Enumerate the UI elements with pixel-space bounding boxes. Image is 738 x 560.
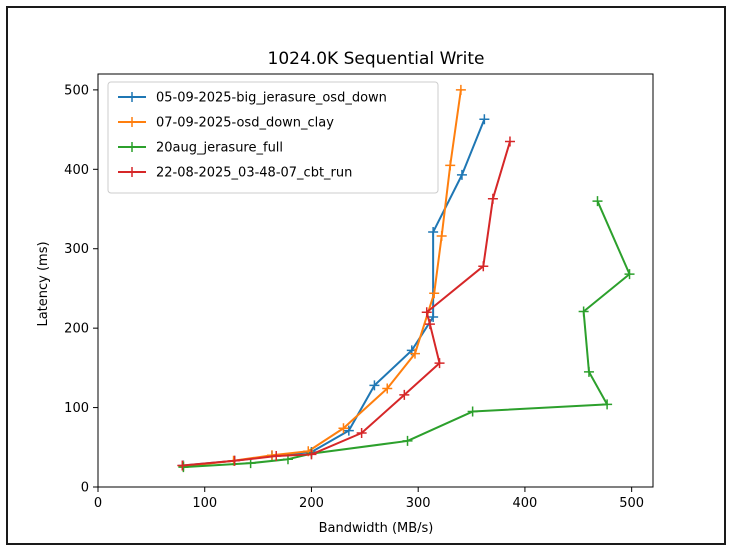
y-tick-label: 200: [64, 322, 89, 337]
data-point-marker: [583, 366, 594, 377]
y-tick-label: 400: [64, 163, 89, 178]
data-point-marker: [479, 114, 490, 125]
legend: 05-09-2025-big_jerasure_osd_down 07-09-20…: [107, 81, 439, 194]
data-point-marker: [356, 427, 367, 438]
plot-frame: [97, 73, 654, 488]
legend-swatch-marker: [127, 92, 137, 102]
data-point-marker: [177, 460, 188, 471]
data-point-marker: [271, 451, 282, 462]
legend-entry-label: 22-08-2025_03-48-07_cbt_run: [156, 166, 352, 181]
x-tick-label: 100: [192, 496, 217, 511]
x-tick-label: 500: [619, 496, 644, 511]
x-tick-label: 200: [299, 496, 324, 511]
data-point-marker: [369, 380, 380, 391]
data-point-marker: [445, 160, 456, 171]
legend-entry-label: 20aug_jerasure_full: [156, 141, 283, 156]
series-line-4: [182, 141, 511, 467]
data-point-marker: [382, 383, 393, 394]
data-point-marker: [434, 358, 445, 369]
x-tick-label: 300: [406, 496, 431, 511]
data-point-marker: [306, 449, 317, 460]
data-point-marker: [624, 269, 635, 280]
legend-entry-label: 07-09-2025-osd_down_clay: [156, 116, 334, 131]
legend-swatch-marker: [127, 167, 137, 177]
y-axis-label-group: Latency (ms): [36, 241, 51, 326]
y-tick-label: 0: [81, 481, 89, 496]
data-point-marker: [409, 348, 420, 359]
data-point-marker: [436, 231, 447, 242]
data-point-marker: [229, 455, 240, 466]
y-axis-label: Latency (ms): [36, 241, 51, 326]
data-point-marker: [429, 288, 440, 299]
plot-area: 0 100 200 300 400 500 0 100 200 300 400 500: [64, 73, 654, 511]
data-point-marker: [487, 193, 498, 204]
data-point-marker: [399, 389, 410, 400]
data-point-marker: [178, 462, 189, 473]
x-tick-label: 400: [513, 496, 538, 511]
data-point-marker: [602, 399, 613, 410]
data-point-marker: [421, 307, 432, 318]
series-line-3: [183, 200, 631, 469]
chart-title: 1024.0K Sequential Write: [268, 49, 485, 69]
data-point-marker: [424, 319, 435, 330]
data-point-marker: [343, 425, 354, 436]
data-point-marker: [467, 406, 478, 417]
y-tick-label: 100: [64, 401, 89, 416]
y-tick-label: 500: [64, 83, 89, 98]
data-point-marker: [478, 261, 489, 272]
data-point-marker: [338, 423, 349, 434]
x-axis-label: Bandwidth (MB/s): [319, 521, 434, 536]
legend-swatch-marker: [127, 117, 137, 127]
data-point-marker: [428, 227, 439, 238]
data-point-marker: [428, 312, 439, 323]
data-point-marker: [402, 435, 413, 446]
legend-entry-label: 05-09-2025-big_jerasure_osd_down: [156, 91, 387, 106]
data-point-marker: [578, 306, 589, 317]
legend-box: [107, 81, 439, 194]
data-point-marker: [504, 136, 515, 147]
x-tick-label: 0: [94, 496, 102, 511]
y-tick-label: 300: [64, 242, 89, 257]
data-point-marker: [455, 84, 466, 95]
legend-swatch-marker: [127, 142, 137, 152]
data-point-marker: [592, 196, 603, 207]
data-point-marker: [456, 169, 467, 180]
